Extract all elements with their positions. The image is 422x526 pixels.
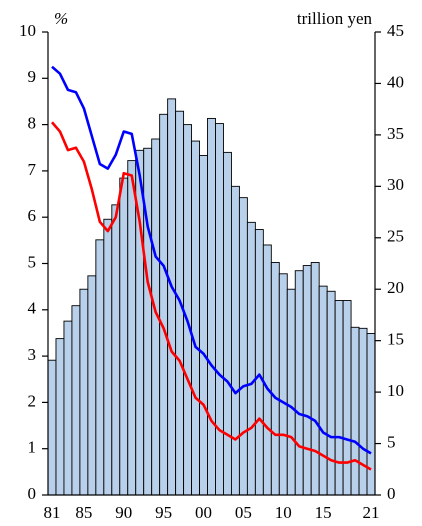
bar bbox=[278, 273, 288, 496]
x-tick-label: 00 bbox=[195, 503, 212, 522]
bar bbox=[47, 359, 57, 496]
y-tick-label: 5 bbox=[28, 252, 37, 271]
bar bbox=[111, 204, 121, 496]
bar bbox=[350, 326, 360, 496]
bar bbox=[254, 229, 264, 496]
x-tick-label: 10 bbox=[275, 503, 292, 522]
y-tick-label: 8 bbox=[28, 114, 37, 133]
bar bbox=[334, 300, 344, 496]
line bbox=[51, 121, 372, 471]
line bbox=[51, 65, 372, 455]
y-tick-label: 4 bbox=[28, 299, 37, 318]
y-tick-label: 7 bbox=[28, 160, 37, 179]
bar bbox=[286, 288, 296, 496]
bar bbox=[294, 270, 304, 496]
x-tick-label: 90 bbox=[115, 503, 132, 522]
bar bbox=[318, 285, 328, 496]
y2-tick-label: 5 bbox=[387, 432, 396, 451]
bar bbox=[246, 221, 256, 496]
y2-tick-label: 45 bbox=[387, 21, 404, 40]
y2-tick-label: 40 bbox=[387, 72, 404, 91]
y2-tick-label: 25 bbox=[387, 227, 404, 246]
bar bbox=[270, 262, 280, 496]
bar bbox=[127, 160, 137, 496]
y2-tick-label: 35 bbox=[387, 124, 404, 143]
bar bbox=[167, 98, 177, 496]
bar bbox=[183, 124, 193, 496]
bar bbox=[71, 305, 81, 496]
bar bbox=[310, 262, 320, 496]
bar bbox=[103, 218, 113, 496]
bar bbox=[207, 117, 216, 496]
y-tick-label: 2 bbox=[28, 391, 37, 410]
bar bbox=[87, 275, 97, 496]
x-tick-label: 81 bbox=[43, 503, 60, 522]
bar bbox=[119, 177, 129, 496]
bar bbox=[95, 239, 105, 496]
y-axis-label: % bbox=[54, 9, 68, 28]
y2-tick-label: 30 bbox=[387, 175, 404, 194]
bar bbox=[238, 197, 248, 496]
bar bbox=[199, 155, 208, 496]
bar bbox=[342, 300, 352, 496]
bar bbox=[159, 113, 169, 496]
bar bbox=[230, 185, 240, 496]
x-tick-label: 85 bbox=[75, 503, 92, 522]
x-tick-label: 05 bbox=[235, 503, 252, 522]
bar bbox=[191, 140, 200, 496]
bar bbox=[262, 244, 272, 496]
bar bbox=[366, 333, 376, 496]
bar bbox=[358, 327, 368, 496]
bar bbox=[79, 288, 89, 496]
bar bbox=[223, 151, 232, 496]
y-tick-label: 3 bbox=[28, 345, 37, 364]
y-tick-label: 1 bbox=[28, 438, 37, 457]
y2-tick-label: 10 bbox=[387, 381, 404, 400]
y-tick-label: 10 bbox=[19, 21, 36, 40]
y2-tick-label: 0 bbox=[387, 484, 396, 503]
y-tick-label: 6 bbox=[28, 206, 37, 225]
bar bbox=[302, 265, 312, 496]
x-tick-label: 95 bbox=[155, 503, 172, 522]
y2-tick-label: 15 bbox=[387, 330, 404, 349]
y2-tick-label: 20 bbox=[387, 278, 404, 297]
bar bbox=[326, 290, 336, 496]
x-tick-label: 15 bbox=[315, 503, 332, 522]
bar bbox=[55, 338, 65, 496]
y-tick-label: 0 bbox=[28, 484, 37, 503]
bar bbox=[63, 320, 73, 496]
bar bbox=[215, 123, 224, 496]
y2-axis-label: trillion yen bbox=[297, 9, 373, 28]
x-tick-label: 21 bbox=[363, 503, 380, 522]
y-tick-label: 9 bbox=[28, 67, 37, 86]
